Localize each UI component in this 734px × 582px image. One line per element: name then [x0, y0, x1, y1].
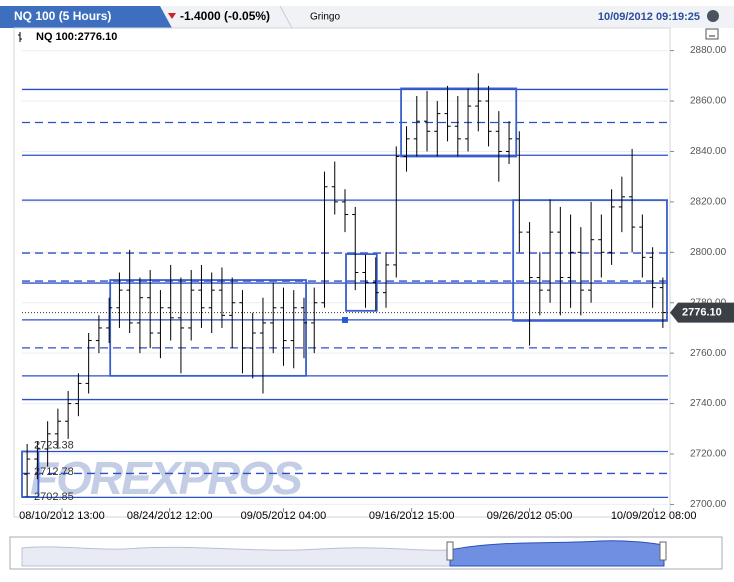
tab-title[interactable]: NQ 100 (5 Hours)	[14, 9, 111, 23]
x-tick-label: 09/05/2012 04:00	[241, 510, 327, 522]
price-tag	[670, 302, 734, 323]
minimize-button[interactable]	[705, 28, 719, 40]
chart-title: NQ 100:2776.10	[36, 31, 117, 43]
y-tick-label: 2840.00	[690, 146, 727, 157]
box	[512, 199, 668, 322]
annotation: 2702.85	[34, 491, 74, 503]
change: -1.4000 (-0.05%)	[180, 9, 270, 23]
price-tag-label: 2776.10	[682, 306, 722, 318]
tab[interactable]	[0, 6, 172, 28]
y-tick-label: 2880.00	[690, 45, 727, 56]
box	[21, 450, 40, 498]
x-tick-label: 08/24/2012 12:00	[127, 510, 213, 522]
box	[345, 253, 378, 312]
navigator-area	[21, 546, 451, 567]
y-tick-label: 2740.00	[690, 398, 727, 409]
user: Gringo	[310, 12, 340, 23]
header-bar	[0, 6, 734, 28]
annotation: 2723.38	[34, 439, 74, 451]
navigator-handle[interactable]	[446, 541, 454, 561]
x-tick-label: 09/26/2012 05:00	[487, 510, 573, 522]
annotation: 2712.78	[34, 466, 74, 478]
x-tick-label: 09/16/2012 15:00	[369, 510, 455, 522]
x-tick-label: 08/10/2012 13:00	[19, 510, 105, 522]
y-tick-label: 2800.00	[690, 247, 727, 258]
box	[109, 279, 307, 377]
box	[400, 87, 518, 158]
plot-frame	[13, 27, 671, 518]
navigator-handle[interactable]	[659, 541, 667, 561]
down-arrow	[168, 13, 176, 19]
y-tick-label: 2820.00	[690, 197, 727, 208]
close-button[interactable]	[707, 10, 719, 22]
timestamp: 10/09/2012 09:19:25	[598, 11, 700, 23]
watermark: FOREXPROS	[30, 452, 303, 504]
separator	[279, 5, 293, 29]
ohlc-icon	[18, 32, 22, 42]
y-tick-label: 2720.00	[690, 449, 727, 460]
y-tick-label: 2760.00	[690, 348, 727, 359]
x-tick-label: 10/09/2012 08:00	[611, 510, 697, 522]
y-tick-label: 2700.00	[690, 499, 727, 510]
y-tick-label: 2860.00	[690, 96, 727, 107]
